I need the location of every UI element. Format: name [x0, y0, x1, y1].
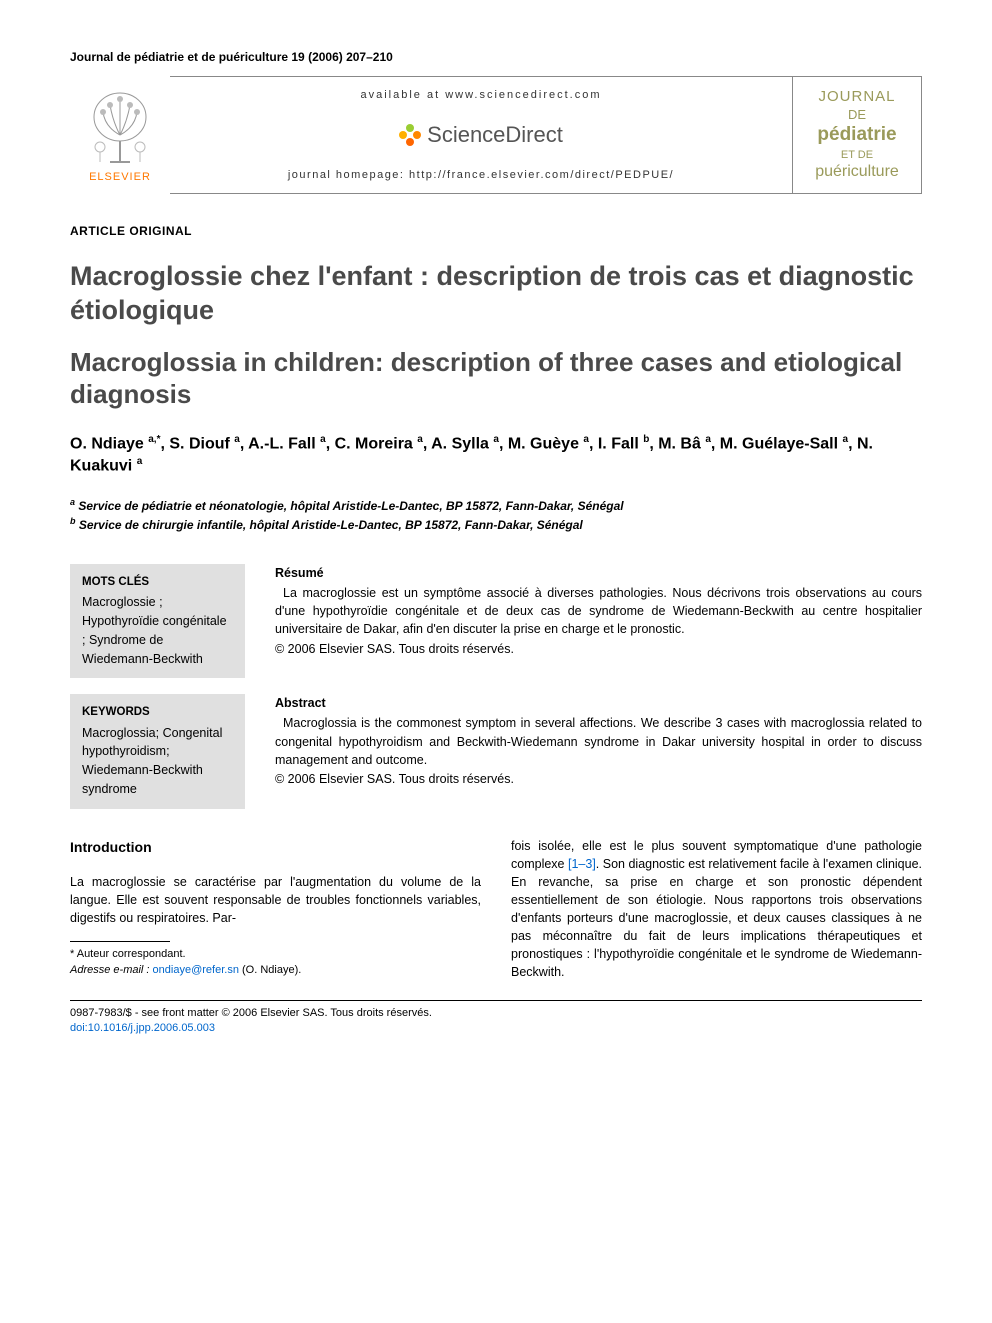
title-french: Macroglossie chez l'enfant : description… — [70, 260, 922, 328]
cover-line1: JOURNAL — [799, 87, 915, 107]
intro-paragraph-col2: fois isolée, elle est le plus souvent sy… — [511, 837, 922, 982]
footnote-rule — [70, 941, 170, 942]
center-banner: available at www.sciencedirect.com Scien… — [170, 76, 792, 194]
cover-line4: ET DE — [799, 148, 915, 162]
email-label: Adresse e-mail : — [70, 964, 149, 976]
author-email-link[interactable]: ondiaye@refer.sn — [153, 964, 239, 976]
sciencedirect-logo: ScienceDirect — [399, 122, 563, 148]
affiliation-line: b Service de chirurgie infantile, hôpita… — [70, 515, 922, 534]
front-matter-line: 0987-7983/$ - see front matter © 2006 El… — [70, 1006, 922, 1021]
mots-cles-box: MOTS CLÉS Macroglossie ; Hypothyroïdie c… — [70, 564, 245, 678]
citation-link-1-3[interactable]: [1–3] — [568, 857, 596, 871]
abstract-title: Abstract — [275, 694, 922, 712]
elsevier-tree-icon — [85, 87, 155, 167]
doi-link[interactable]: doi:10.1016/j.jpp.2006.05.003 — [70, 1022, 215, 1034]
keywords-title: KEYWORDS — [82, 704, 233, 721]
body-column-left: Introduction La macroglossie se caractér… — [70, 837, 481, 982]
intro-paragraph-col1: La macroglossie se caractérise par l'aug… — [70, 873, 481, 927]
resume-body: La macroglossie est un symptôme associé … — [275, 584, 922, 638]
resume-block: Résumé La macroglossie est un symptôme a… — [275, 564, 922, 658]
cover-line5: puériculture — [799, 162, 915, 183]
corresponding-author-note: * Auteur correspondant. — [70, 947, 481, 962]
elsevier-logo: ELSEVIER — [70, 76, 170, 194]
article-type: ARTICLE ORIGINAL — [70, 224, 922, 238]
mots-cles-body: Macroglossie ; Hypothyroïdie congénitale… — [82, 593, 233, 668]
journal-homepage-text: journal homepage: http://france.elsevier… — [288, 169, 674, 181]
keywords-box: KEYWORDS Macroglossia; Congenital hypoth… — [70, 694, 245, 808]
affiliation-line: a Service de pédiatrie et néonatologie, … — [70, 496, 922, 515]
elsevier-label: ELSEVIER — [89, 171, 151, 183]
mots-cles-title: MOTS CLÉS — [82, 574, 233, 591]
sd-brand-text: ScienceDirect — [427, 122, 563, 148]
resume-copyright: © 2006 Elsevier SAS. Tous droits réservé… — [275, 640, 922, 658]
abstract-body: Macroglossia is the commonest symptom in… — [275, 714, 922, 768]
top-banner: ELSEVIER available at www.sciencedirect.… — [70, 76, 922, 194]
title-english: Macroglossia in children: description of… — [70, 346, 922, 411]
sd-flower-icon — [399, 124, 421, 146]
keywords-body: Macroglossia; Congenital hypothyroidism;… — [82, 724, 233, 799]
email-footnote: Adresse e-mail : ondiaye@refer.sn (O. Nd… — [70, 963, 481, 978]
available-at-text: available at www.sciencedirect.com — [360, 89, 601, 101]
introduction-heading: Introduction — [70, 837, 481, 857]
abstract-block: Abstract Macroglossia is the commonest s… — [275, 694, 922, 788]
email-owner: (O. Ndiaye). — [242, 964, 301, 976]
journal-cover: JOURNAL DE pédiatrie ET DE puériculture — [792, 76, 922, 194]
abstract-copyright: © 2006 Elsevier SAS. Tous droits réservé… — [275, 770, 922, 788]
cover-line3: pédiatrie — [799, 123, 915, 148]
authors-list: O. Ndiaye a,*, S. Diouf a, A.-L. Fall a,… — [70, 433, 922, 478]
cover-line2: DE — [799, 107, 915, 124]
bottom-rule — [70, 1000, 922, 1001]
affiliations: a Service de pédiatrie et néonatologie, … — [70, 496, 922, 534]
resume-title: Résumé — [275, 564, 922, 582]
journal-citation: Journal de pédiatrie et de puériculture … — [70, 50, 922, 64]
body-column-right: fois isolée, elle est le plus souvent sy… — [511, 837, 922, 982]
